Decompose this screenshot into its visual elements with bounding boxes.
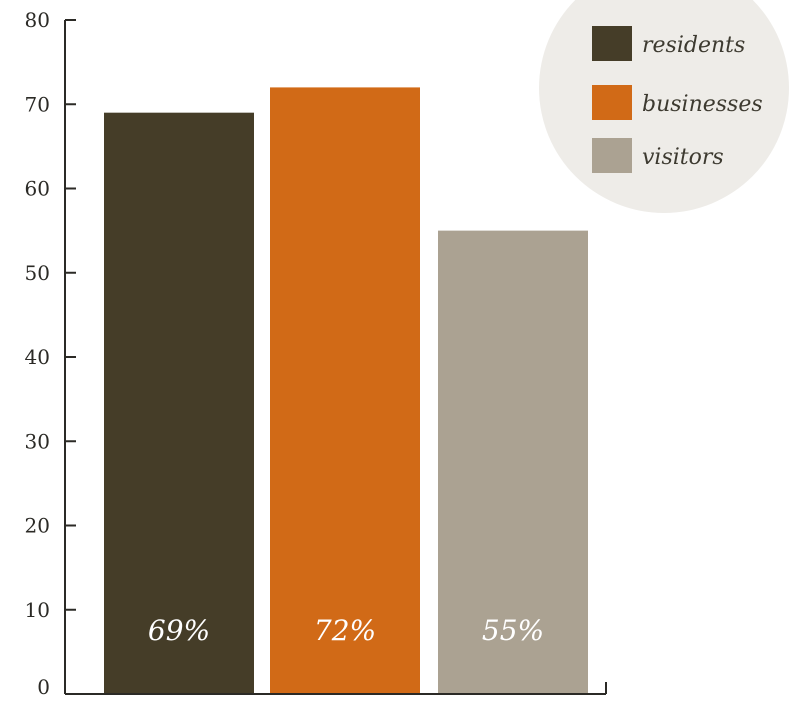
bar-residents	[104, 112, 254, 694]
legend: residents businesses visitors	[592, 26, 763, 173]
y-tick-label: 0	[37, 675, 50, 699]
bar-businesses	[270, 87, 420, 693]
data-labels: 69% 72% 55%	[148, 614, 544, 647]
y-tick-label: 70	[25, 92, 50, 116]
y-tick-label: 80	[25, 8, 50, 32]
legend-swatch-residents	[592, 26, 632, 61]
y-tick-label: 20	[25, 514, 50, 538]
y-tick-label: 60	[25, 177, 50, 201]
y-tick-label: 30	[25, 429, 50, 453]
bar-visitors	[438, 230, 588, 693]
y-axis-ticks: 0 10 20 30 40 50 60 70 80	[25, 8, 76, 699]
bar-value-label: 69%	[148, 614, 210, 647]
y-tick-label: 40	[25, 345, 50, 369]
bars	[104, 87, 588, 694]
legend-label-businesses: businesses	[642, 92, 763, 117]
legend-swatch-businesses	[592, 85, 632, 120]
bar-value-label: 72%	[314, 614, 376, 647]
y-tick-label: 50	[25, 261, 50, 285]
legend-swatch-visitors	[592, 138, 632, 173]
legend-label-visitors: visitors	[642, 145, 724, 170]
legend-label-residents: residents	[642, 33, 745, 58]
y-tick-label: 10	[25, 598, 50, 622]
bar-value-label: 55%	[482, 614, 544, 647]
